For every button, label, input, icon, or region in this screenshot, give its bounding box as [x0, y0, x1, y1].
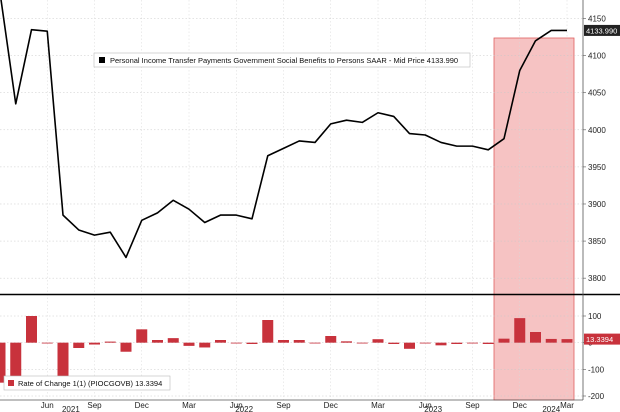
bar-2022-12	[325, 336, 337, 343]
bar-2022-04	[199, 342, 211, 348]
bar-2021-04	[10, 342, 22, 380]
y-tick-label-top: 4050	[588, 89, 606, 98]
x-year-label: 2022	[235, 405, 253, 412]
line-legend-text: Personal Income Transfer Payments Govern…	[110, 56, 458, 65]
x-month-label: Mar	[371, 401, 385, 410]
x-year-label: 2021	[62, 405, 80, 412]
bar-2022-08	[262, 320, 274, 343]
y-tick-label-top: 4000	[588, 126, 606, 135]
x-month-label: Dec	[324, 401, 338, 410]
x-month-label: Mar	[182, 401, 196, 410]
bar-2022-06	[230, 342, 242, 344]
bar-2021-12	[136, 329, 148, 343]
y-tick-label-bottom: -100	[588, 365, 605, 374]
bar-2023-04	[388, 342, 400, 344]
bar-2023-01	[341, 341, 352, 343]
x-month-label: Jun	[41, 401, 54, 410]
y-tick-label-bottom: -200	[588, 392, 605, 401]
bar-2024-03	[561, 339, 573, 343]
x-month-label: Jun	[230, 401, 243, 410]
x-month-label: Mar	[560, 401, 574, 410]
bar-2022-01	[152, 340, 163, 343]
bar-2023-07	[435, 342, 447, 346]
x-month-label: Dec	[135, 401, 149, 410]
line-legend: Personal Income Transfer Payments Govern…	[93, 52, 471, 68]
bar-2022-05	[215, 340, 226, 343]
bar-2023-12	[514, 318, 526, 343]
y-tick-label-top: 3800	[588, 274, 606, 283]
x-month-label: Sep	[87, 401, 102, 410]
bar-2021-08	[73, 342, 85, 348]
y-tick-label-top: 3900	[588, 200, 606, 209]
bar-legend-swatch	[8, 380, 14, 386]
bar-2021-07	[57, 342, 69, 383]
y-tick-label-top: 4100	[588, 52, 606, 61]
x-month-label: Sep	[276, 401, 291, 410]
bar-2022-11	[309, 342, 321, 344]
bar-2022-10	[293, 340, 305, 343]
last-value-label-bottom: 13.3394	[586, 335, 613, 344]
last-value-tag-top	[584, 24, 620, 36]
line-legend-swatch	[99, 57, 105, 63]
y-tick-label-top: 4150	[588, 15, 606, 24]
bar-2023-03	[372, 339, 384, 343]
bar-2023-02	[356, 342, 368, 344]
x-month-label: Dec	[513, 401, 527, 410]
last-value-label-top: 4133.990	[586, 26, 617, 35]
bar-2023-10	[482, 342, 494, 344]
x-year-label: 2024	[542, 405, 560, 412]
bar-2023-05	[404, 342, 415, 349]
bar-2021-06	[41, 342, 53, 344]
bar-2022-07	[246, 342, 258, 344]
bar-2021-09	[89, 342, 100, 345]
bar-legend-text: Rate of Change 1(1) (PIOCGOVB) 13.3394	[18, 379, 162, 388]
y-tick-label-bottom: 100	[588, 312, 602, 321]
bar-2024-01	[530, 332, 541, 343]
bar-2023-06	[419, 342, 431, 344]
bar-2022-02	[167, 338, 179, 343]
series-line	[0, 0, 567, 259]
bar-2023-09	[467, 342, 478, 344]
bar-2021-05	[26, 316, 37, 343]
x-month-label: Sep	[465, 401, 480, 410]
bar-2021-10	[104, 341, 116, 343]
y-tick-label-top: 3950	[588, 163, 606, 172]
x-month-label: Jun	[419, 401, 432, 410]
bar-2022-09	[278, 340, 289, 343]
bar-2021-11	[120, 342, 132, 352]
bar-legend: Rate of Change 1(1) (PIOCGOVB) 13.3394	[3, 375, 171, 391]
last-value-tag-bottom	[584, 333, 620, 345]
bar-2023-11	[498, 338, 510, 343]
bar-2023-08	[451, 342, 463, 344]
x-year-label: 2023	[424, 405, 442, 412]
bar-2022-03	[183, 342, 195, 346]
bar-2024-02	[545, 338, 557, 343]
highlight-region	[493, 37, 575, 401]
y-tick-label-top: 3850	[588, 237, 606, 246]
bar-2021-03	[0, 342, 6, 383]
